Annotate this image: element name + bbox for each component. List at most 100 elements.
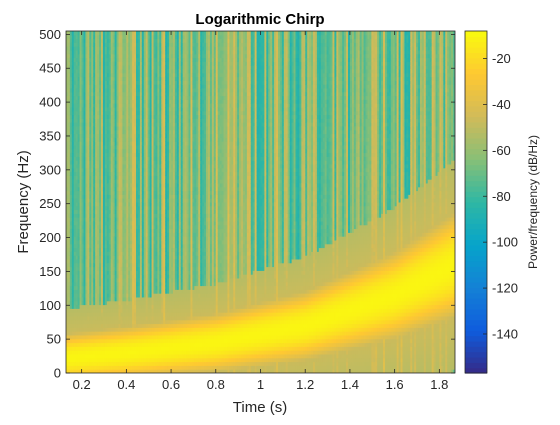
heatmap-cell xyxy=(67,160,71,165)
heatmap-cell xyxy=(66,262,69,268)
heatmap-cell xyxy=(79,99,83,104)
heatmap-cell xyxy=(77,183,81,188)
heatmap-cell xyxy=(81,354,85,359)
heatmap-cell xyxy=(99,129,102,135)
heatmap-cell xyxy=(93,110,96,116)
heatmap-cell xyxy=(83,179,86,184)
heatmap-cell xyxy=(106,293,110,298)
heatmap-cell xyxy=(106,266,110,271)
heatmap-cell xyxy=(106,240,110,245)
heatmap-cell xyxy=(104,175,108,180)
heatmap-cell xyxy=(81,156,85,161)
heatmap-cell xyxy=(91,186,94,192)
heatmap-cell xyxy=(102,224,106,230)
heatmap-cell xyxy=(81,338,85,344)
heatmap-cell xyxy=(106,289,110,294)
heatmap-cell xyxy=(73,50,77,55)
heatmap-cell xyxy=(91,46,94,51)
heatmap-cell xyxy=(95,88,98,93)
heatmap-cell xyxy=(79,357,83,363)
heatmap-cell xyxy=(79,361,83,366)
heatmap-cell xyxy=(71,42,75,47)
heatmap-cell xyxy=(67,72,71,78)
heatmap-cell xyxy=(106,338,110,344)
heatmap-cell xyxy=(93,57,96,62)
heatmap-cell xyxy=(93,129,96,135)
heatmap-cell xyxy=(97,293,100,298)
heatmap-cell xyxy=(81,285,85,290)
heatmap-cell xyxy=(102,103,106,108)
heatmap-cell xyxy=(91,278,94,283)
heatmap-cell xyxy=(93,285,96,290)
heatmap-cell xyxy=(79,365,83,370)
heatmap-cell xyxy=(97,107,100,112)
heatmap-cell xyxy=(73,76,77,81)
heatmap-cell xyxy=(99,361,102,366)
heatmap-cell xyxy=(73,133,77,138)
heatmap-cell xyxy=(85,152,88,157)
heatmap-cell xyxy=(91,194,94,199)
heatmap-cell xyxy=(66,319,69,325)
heatmap-cell xyxy=(91,274,94,279)
heatmap-cell xyxy=(71,99,75,104)
heatmap-cell xyxy=(66,57,69,62)
heatmap-cell xyxy=(71,129,75,135)
heatmap-cell xyxy=(79,209,83,214)
heatmap-cell xyxy=(69,76,73,81)
heatmap-cell xyxy=(108,88,112,93)
heatmap-cell xyxy=(67,38,71,43)
heatmap-cell xyxy=(83,338,86,344)
heatmap-cell xyxy=(97,84,100,89)
heatmap-cell xyxy=(106,133,110,138)
heatmap-cell xyxy=(67,80,71,85)
heatmap-cell xyxy=(93,278,96,283)
heatmap-cell xyxy=(66,65,69,70)
heatmap-cell xyxy=(77,327,81,332)
heatmap-cell xyxy=(95,46,98,51)
heatmap-cell xyxy=(95,255,98,260)
heatmap-cell xyxy=(101,213,104,218)
heatmap-cell xyxy=(75,243,79,249)
heatmap-cell xyxy=(101,95,104,100)
heatmap-cell xyxy=(110,312,114,317)
heatmap-cell xyxy=(99,95,102,100)
heatmap-cell xyxy=(79,84,83,89)
heatmap-cell xyxy=(101,133,104,138)
heatmap-cell xyxy=(87,228,90,233)
heatmap-cell xyxy=(89,76,92,81)
heatmap-cell xyxy=(101,31,104,36)
heatmap-cell xyxy=(91,164,94,169)
heatmap-cell xyxy=(66,99,69,104)
heatmap-cell xyxy=(83,148,86,154)
heatmap-cell xyxy=(77,186,81,192)
heatmap-cell xyxy=(101,72,104,78)
heatmap-cell xyxy=(69,338,73,344)
heatmap-cell xyxy=(99,289,102,294)
heatmap-cell xyxy=(106,262,110,268)
heatmap-cell xyxy=(81,95,85,100)
heatmap-cell xyxy=(108,84,112,89)
heatmap-cell xyxy=(71,137,75,142)
heatmap-cell xyxy=(89,354,92,359)
heatmap-cell xyxy=(91,145,94,150)
heatmap-cell xyxy=(87,198,90,203)
heatmap-cell xyxy=(89,369,92,373)
heatmap-cell xyxy=(99,293,102,298)
heatmap-cell xyxy=(108,297,112,302)
heatmap-cell xyxy=(101,179,104,184)
heatmap-cell xyxy=(108,270,112,275)
heatmap-cell xyxy=(87,202,90,207)
heatmap-cell xyxy=(71,232,75,237)
heatmap-cell xyxy=(77,198,81,203)
heatmap-cell xyxy=(93,338,96,344)
heatmap-cell xyxy=(104,46,108,51)
heatmap-cell xyxy=(99,236,102,241)
heatmap-cell xyxy=(81,304,85,309)
heatmap-cell xyxy=(87,293,90,298)
heatmap-cell xyxy=(110,297,114,302)
heatmap-cell xyxy=(73,289,77,294)
heatmap-cell xyxy=(81,194,85,199)
heatmap-cell xyxy=(87,46,90,51)
heatmap-cell xyxy=(93,243,96,249)
heatmap-cell xyxy=(95,156,98,161)
